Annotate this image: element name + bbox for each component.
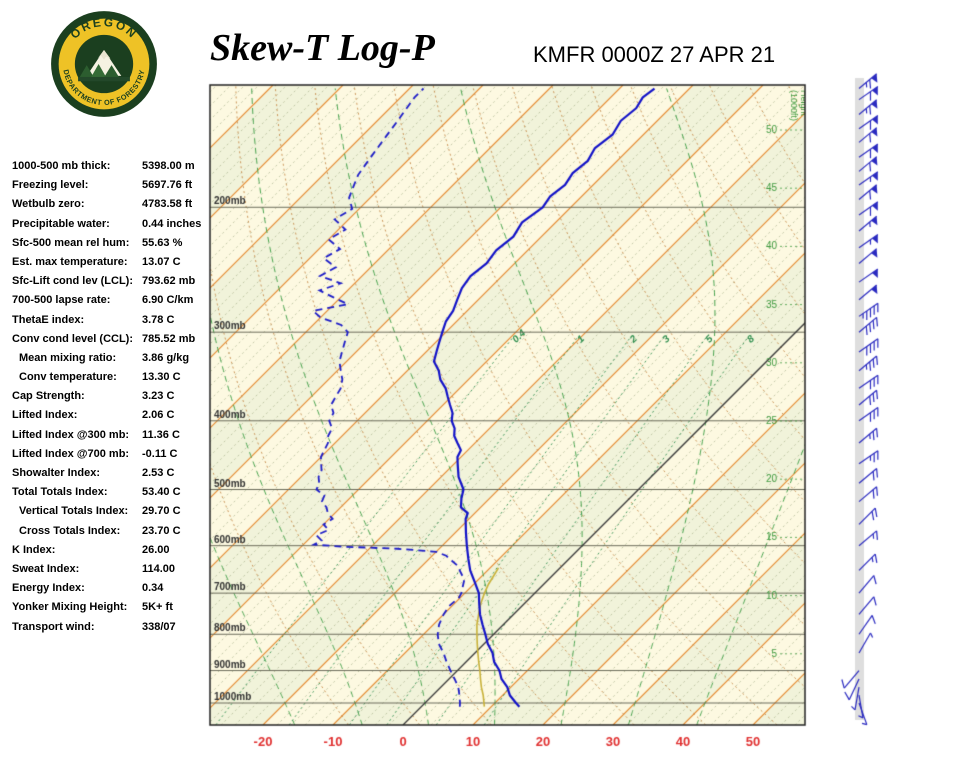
stat-row: Mean mixing ratio: 3.86 g/kg	[12, 349, 210, 368]
logo-forest-floor	[78, 76, 130, 82]
stat-row: Transport wind: 338/07	[12, 618, 210, 637]
station-id: KMFR 0000Z 27 APR 21	[533, 42, 776, 67]
stat-label: Cross Totals Index:	[19, 524, 121, 537]
stats-panel: 1000-500 mb thick: 5398.00 m Freezing leve…	[12, 157, 210, 637]
stat-row: Cross Totals Index: 23.70 C	[12, 522, 210, 541]
logo-tree-icon	[102, 65, 121, 80]
stat-label: Sweat Index:	[12, 562, 80, 575]
oregon-forestry-logo: OREGON DEPARTMENT OF FORESTRY	[51, 11, 157, 117]
stat-row: Vertical Totals Index: 29.70 C	[12, 502, 210, 521]
stat-value: 0.34	[142, 582, 164, 595]
stat-label: Est. max temperature:	[12, 255, 128, 268]
stat-label: Vertical Totals Index:	[19, 505, 129, 518]
stat-label: Lifted Index:	[12, 409, 78, 422]
stat-row: 700-500 lapse rate: 6.90 C/km	[12, 291, 210, 310]
stat-row: Sfc-500 mean rel hum: 55.63 %	[12, 234, 210, 253]
stat-value: 2.53 C	[142, 467, 175, 479]
stat-value: 13.30 C	[142, 371, 181, 384]
stat-label: Wetbulb zero:	[12, 198, 85, 211]
stat-value: 5697.76 ft	[142, 179, 193, 192]
page-title: Skew-T Log-P	[210, 27, 435, 69]
stat-label: Showalter Index:	[12, 467, 101, 479]
stat-value: 3.86 g/kg	[142, 351, 190, 364]
logo-snowcap-icon	[97, 49, 111, 60]
stat-value: 3.78 C	[142, 313, 175, 326]
stat-row: Conv cond level (CCL): 785.52 mb	[12, 330, 210, 349]
stat-value: 4783.58 ft	[142, 198, 193, 211]
stat-label: Lifted Index @300 mb:	[12, 428, 130, 441]
logo-tree-icon	[79, 65, 95, 79]
stat-value: 785.52 mb	[142, 332, 196, 345]
stat-value: 3.23 C	[142, 390, 175, 403]
stat-row: Freezing level: 5697.76 ft	[12, 176, 210, 195]
stat-row: Energy Index: 0.34	[12, 579, 210, 598]
stat-value: 5398.00 m	[142, 160, 195, 172]
stat-row: Total Totals Index: 53.40 C	[12, 483, 210, 502]
stat-label: Freezing level:	[12, 179, 89, 192]
stat-value: 2.06 C	[142, 409, 175, 422]
stat-label: 1000-500 mb thick:	[12, 160, 111, 172]
stat-value: 6.90 C/km	[142, 294, 194, 307]
stat-row: Yonker Mixing Height: 5K+ ft	[12, 598, 210, 617]
stat-value: 29.70 C	[142, 505, 181, 518]
stat-label: Cap Strength:	[12, 390, 85, 403]
skewt-chart-canvas	[205, 70, 960, 768]
stat-label: ThetaE index:	[12, 313, 85, 326]
stat-row: K Index: 26.00	[12, 541, 210, 560]
stat-row: ThetaE index: 3.78 C	[12, 311, 210, 330]
stat-label: Precipitable water:	[12, 217, 110, 230]
stat-row: Conv temperature: 13.30 C	[12, 368, 210, 387]
stat-label: Sfc-500 mean rel hum:	[12, 236, 130, 249]
stat-value: 5K+ ft	[142, 601, 173, 614]
stat-row: Lifted Index @700 mb: -0.11 C	[12, 445, 210, 464]
stat-label: Mean mixing ratio:	[19, 351, 117, 364]
stat-value: -0.11 C	[142, 447, 178, 460]
stat-value: 26.00	[142, 543, 170, 556]
stat-row: Wetbulb zero: 4783.58 ft	[12, 195, 210, 214]
stat-row: Lifted Index @300 mb: 11.36 C	[12, 426, 210, 445]
stat-row: 1000-500 mb thick: 5398.00 m	[12, 157, 210, 176]
stat-value: 793.62 mb	[142, 275, 196, 288]
stat-label: Sfc-Lift cond lev (LCL):	[12, 275, 133, 288]
stat-value: 0.44 inches	[142, 217, 202, 230]
stat-value: 13.07 C	[142, 255, 181, 268]
stat-value: 11.36 C	[142, 428, 180, 441]
stat-label: Energy Index:	[12, 582, 85, 595]
stat-value: 338/07	[142, 620, 176, 633]
stat-label: 700-500 lapse rate:	[12, 294, 111, 307]
stat-row: Showalter Index: 2.53 C	[12, 464, 210, 483]
stat-label: Lifted Index @700 mb:	[12, 447, 130, 460]
stat-row: Sfc-Lift cond lev (LCL): 793.62 mb	[12, 272, 210, 291]
stat-row: Sweat Index: 114.00	[12, 560, 210, 579]
stat-row: Est. max temperature: 13.07 C	[12, 253, 210, 272]
stat-label: Yonker Mixing Height:	[12, 601, 128, 614]
stat-label: Conv temperature:	[19, 371, 117, 384]
stat-value: 114.00	[142, 562, 176, 575]
logo-tree-icon	[89, 64, 108, 80]
stat-value: 55.63 %	[142, 236, 183, 249]
stat-label: Conv cond level (CCL):	[12, 332, 134, 345]
stat-label: Transport wind:	[12, 620, 95, 633]
stat-value: 23.70 C	[142, 524, 181, 537]
stat-row: Precipitable water: 0.44 inches	[12, 215, 210, 234]
stat-row: Lifted Index: 2.06 C	[12, 406, 210, 425]
stat-label: K Index:	[12, 543, 56, 556]
stat-value: 53.40 C	[142, 486, 181, 499]
stat-row: Cap Strength: 3.23 C	[12, 387, 210, 406]
stat-label: Total Totals Index:	[12, 486, 108, 499]
